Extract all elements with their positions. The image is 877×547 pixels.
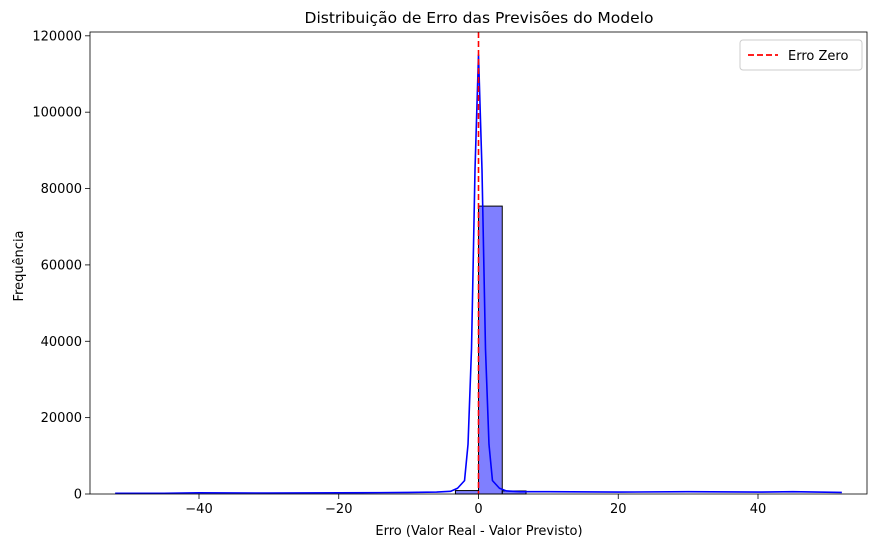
y-tick-label: 120000: [32, 29, 82, 44]
y-tick-label: 20000: [41, 411, 82, 426]
histogram-bar-0: [454, 490, 480, 495]
y-tick-label: 40000: [41, 335, 82, 350]
x-tick-label: 0: [474, 502, 482, 517]
x-tick-label: 40: [750, 502, 767, 517]
chart-title: Distribuição de Erro das Previsões do Mo…: [305, 9, 654, 27]
y-tick-label: 0: [74, 488, 82, 503]
x-tick-label: −20: [325, 502, 352, 517]
y-tick-label: 80000: [41, 182, 82, 197]
legend-label: Erro Zero: [788, 49, 848, 64]
x-axis-label: Erro (Valor Real - Valor Previsto): [375, 524, 582, 539]
y-axis-ticks: 0 20000 40000 60000 80000 100000 120000: [32, 29, 90, 503]
y-tick-label: 100000: [32, 106, 82, 121]
y-axis-label: Frequência: [12, 230, 27, 301]
legend-box: [739, 39, 863, 71]
x-tick-label: 20: [610, 502, 627, 517]
x-axis-ticks: −40 −20 0 20 40: [185, 494, 766, 517]
y-tick-label: 60000: [41, 258, 82, 273]
histogram-bars: [454, 205, 527, 495]
x-tick-label: −40: [185, 502, 212, 517]
legend: Erro Zero: [739, 39, 863, 71]
